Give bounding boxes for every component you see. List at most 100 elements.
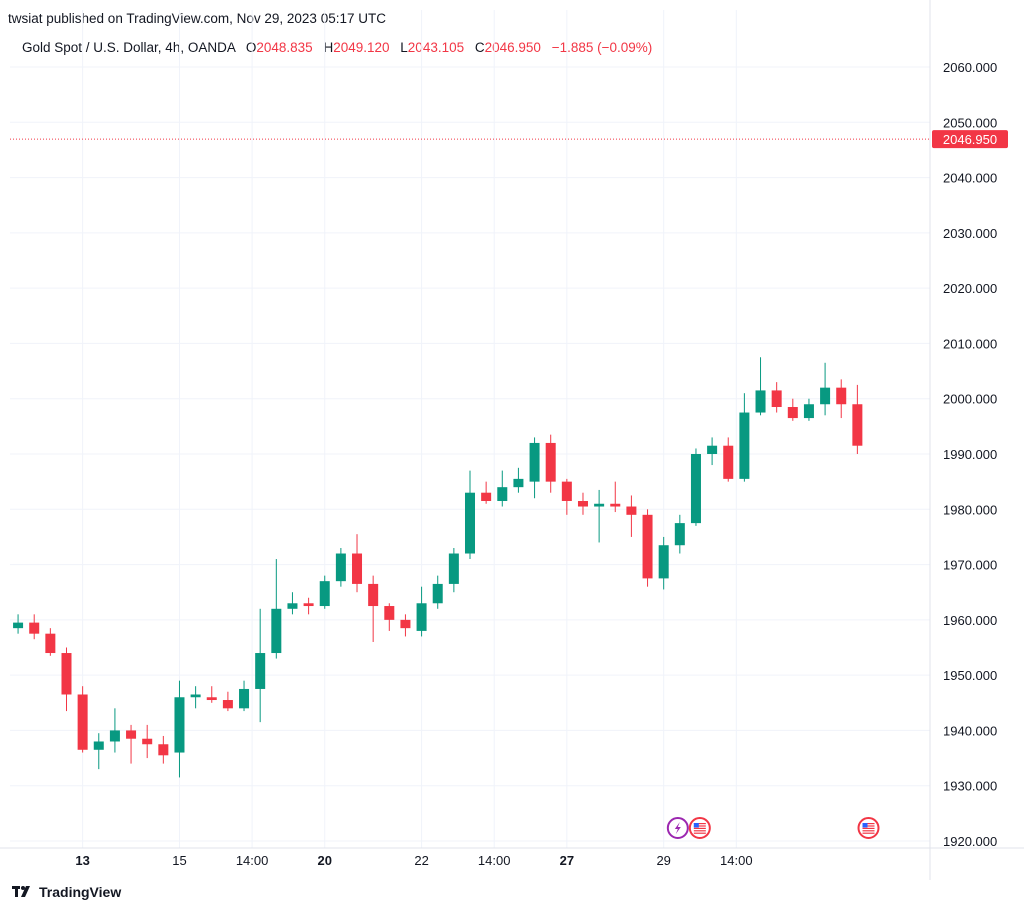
candle-down[interactable] [206, 686, 217, 703]
candle-body [335, 553, 346, 582]
symbol-name[interactable]: Gold Spot / U.S. Dollar, 4h, OANDA [22, 40, 236, 55]
candle-body [13, 622, 24, 629]
candle-body [723, 445, 734, 479]
candle-down[interactable] [126, 724, 137, 764]
time-tick-label: 13 [75, 853, 89, 868]
candle-down[interactable] [303, 597, 314, 615]
time-tick-label: 14:00 [236, 853, 269, 868]
candle-up[interactable] [432, 575, 443, 609]
candle-up[interactable] [93, 733, 104, 770]
time-tick-label: 20 [318, 853, 332, 868]
price-tick-label: 1980.000 [943, 502, 997, 517]
candle-down[interactable] [626, 495, 637, 537]
candle-up[interactable] [416, 586, 427, 637]
candle-up[interactable] [594, 489, 605, 543]
us-flag-event-icon[interactable] [857, 817, 880, 839]
price-tick-label: 1950.000 [943, 668, 997, 683]
candle-up[interactable] [255, 608, 266, 723]
flag-stripe [862, 832, 875, 834]
event-markers[interactable] [666, 817, 880, 839]
candle-body [545, 442, 556, 482]
candle-down[interactable] [45, 628, 56, 656]
candle-down[interactable] [29, 614, 40, 640]
candle-up[interactable] [739, 393, 750, 482]
candle-up[interactable] [335, 547, 346, 587]
candle-down[interactable] [368, 575, 379, 642]
candle-up[interactable] [319, 575, 330, 609]
candle-down[interactable] [561, 478, 572, 515]
candle-up[interactable] [109, 708, 120, 753]
time-tick-label: 27 [560, 853, 574, 868]
candle-down[interactable] [852, 384, 863, 454]
candle-body [174, 697, 185, 753]
candle-body [255, 653, 266, 689]
candle-down[interactable] [61, 647, 72, 712]
candle-up[interactable] [690, 448, 701, 526]
tradingview-footer[interactable]: TradingView [12, 884, 121, 900]
candle-down[interactable] [142, 724, 153, 759]
price-tick-label: 2040.000 [943, 171, 997, 186]
candle-body [577, 500, 588, 507]
candle-up[interactable] [513, 467, 524, 493]
price-tick-label: 2020.000 [943, 281, 997, 296]
candle-up[interactable] [803, 398, 814, 421]
candle-up[interactable] [707, 437, 718, 466]
candle-body [158, 744, 169, 756]
candle-down[interactable] [610, 481, 621, 513]
candle-down[interactable] [481, 481, 492, 504]
candle-up[interactable] [13, 614, 24, 634]
candle-up[interactable] [239, 680, 250, 712]
last-price-badge[interactable]: 2046.950 [932, 130, 1008, 149]
candle-up[interactable] [658, 536, 669, 590]
candle-down[interactable] [77, 686, 88, 753]
last-price-badge-text: 2046.950 [943, 132, 997, 147]
candle-down[interactable] [222, 691, 233, 712]
candle-down[interactable] [642, 509, 653, 587]
candle-up[interactable] [820, 362, 831, 416]
candle-body [626, 506, 637, 515]
lightning-glyph [674, 822, 681, 834]
lightning-event-icon[interactable] [666, 817, 689, 839]
time-axis[interactable]: 13 15 14:00 20 22 14:00 27 29 14:00 [0, 847, 1024, 868]
candle-down[interactable] [352, 534, 363, 593]
flag-stripe [693, 830, 706, 832]
candle-body [400, 619, 411, 629]
candle-up[interactable] [529, 437, 540, 499]
candle-down[interactable] [787, 398, 798, 421]
candle-down[interactable] [400, 614, 411, 637]
candle-up[interactable] [190, 686, 201, 709]
candle-body [61, 653, 72, 695]
candle-down[interactable] [577, 492, 588, 515]
us-flag-event-icon[interactable] [688, 817, 711, 839]
price-axis[interactable]: 2060.000 2050.000 2040.000 2030.000 2020.000… [929, 0, 1008, 880]
candle-body [368, 583, 379, 607]
candle-down[interactable] [545, 434, 556, 493]
candlestick-chart[interactable]: 2060.000 2050.000 2040.000 2030.000 2020.000… [0, 0, 1024, 880]
candle-body [448, 553, 459, 584]
tradingview-brand: TradingView [39, 884, 122, 900]
candle-body [820, 387, 831, 405]
candle-up[interactable] [448, 547, 459, 593]
candle-down[interactable] [836, 379, 847, 419]
candle-body [352, 553, 363, 584]
publish-line: twsiat published on TradingView.com, Nov… [8, 11, 386, 26]
time-tick-label: 22 [414, 853, 428, 868]
candle-down[interactable] [723, 437, 734, 482]
candle-up[interactable] [755, 357, 766, 416]
candle-body [29, 622, 40, 634]
candle-down[interactable] [384, 603, 395, 631]
candle-body [481, 492, 492, 501]
candle-down[interactable] [158, 735, 169, 764]
candle-body [126, 730, 137, 739]
candle-up[interactable] [497, 470, 508, 507]
candle-body [771, 390, 782, 408]
candle-series[interactable] [13, 357, 863, 778]
candle-up[interactable] [174, 680, 185, 778]
candle-up[interactable] [674, 514, 685, 554]
candle-up[interactable] [287, 592, 298, 615]
candle-down[interactable] [771, 382, 782, 413]
candle-body [787, 407, 798, 419]
candle-body [93, 741, 104, 750]
candle-up[interactable] [464, 470, 476, 560]
candle-up[interactable] [271, 559, 282, 659]
